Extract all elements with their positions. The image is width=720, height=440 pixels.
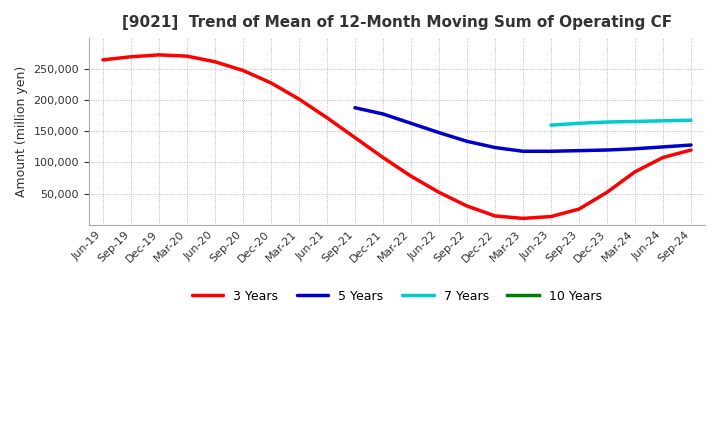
3 Years [687, 147, 696, 153]
Title: [9021]  Trend of Mean of 12-Month Moving Sum of Operating CF: [9021] Trend of Mean of 12-Month Moving … [122, 15, 672, 30]
7 Years [603, 119, 611, 125]
5 Years [546, 149, 555, 154]
3 Years [99, 57, 107, 62]
3 Years [351, 135, 359, 140]
5 Years [659, 144, 667, 150]
5 Years [351, 105, 359, 110]
3 Years [603, 190, 611, 195]
3 Years [238, 68, 247, 73]
5 Years [379, 111, 387, 117]
3 Years [211, 59, 220, 64]
3 Years [379, 155, 387, 160]
Line: 5 Years: 5 Years [355, 108, 691, 151]
Line: 3 Years: 3 Years [103, 55, 691, 218]
3 Years [463, 203, 472, 209]
3 Years [435, 190, 444, 195]
3 Years [266, 80, 275, 85]
3 Years [518, 216, 527, 221]
3 Years [294, 96, 303, 102]
3 Years [546, 214, 555, 219]
3 Years [155, 52, 163, 58]
5 Years [490, 145, 499, 150]
3 Years [407, 173, 415, 179]
5 Years [687, 143, 696, 148]
7 Years [631, 119, 639, 124]
5 Years [518, 149, 527, 154]
3 Years [323, 115, 331, 120]
5 Years [435, 130, 444, 135]
7 Years [575, 121, 583, 126]
3 Years [659, 155, 667, 160]
5 Years [575, 148, 583, 153]
Legend: 3 Years, 5 Years, 7 Years, 10 Years: 3 Years, 5 Years, 7 Years, 10 Years [187, 285, 607, 308]
Y-axis label: Amount (million yen): Amount (million yen) [15, 66, 28, 197]
5 Years [631, 146, 639, 151]
5 Years [463, 139, 472, 144]
3 Years [575, 206, 583, 212]
7 Years [687, 117, 696, 123]
7 Years [659, 118, 667, 124]
7 Years [546, 122, 555, 128]
3 Years [490, 213, 499, 219]
3 Years [631, 169, 639, 174]
5 Years [603, 147, 611, 153]
5 Years [407, 121, 415, 126]
Line: 7 Years: 7 Years [551, 120, 691, 125]
3 Years [127, 54, 135, 59]
3 Years [183, 54, 192, 59]
